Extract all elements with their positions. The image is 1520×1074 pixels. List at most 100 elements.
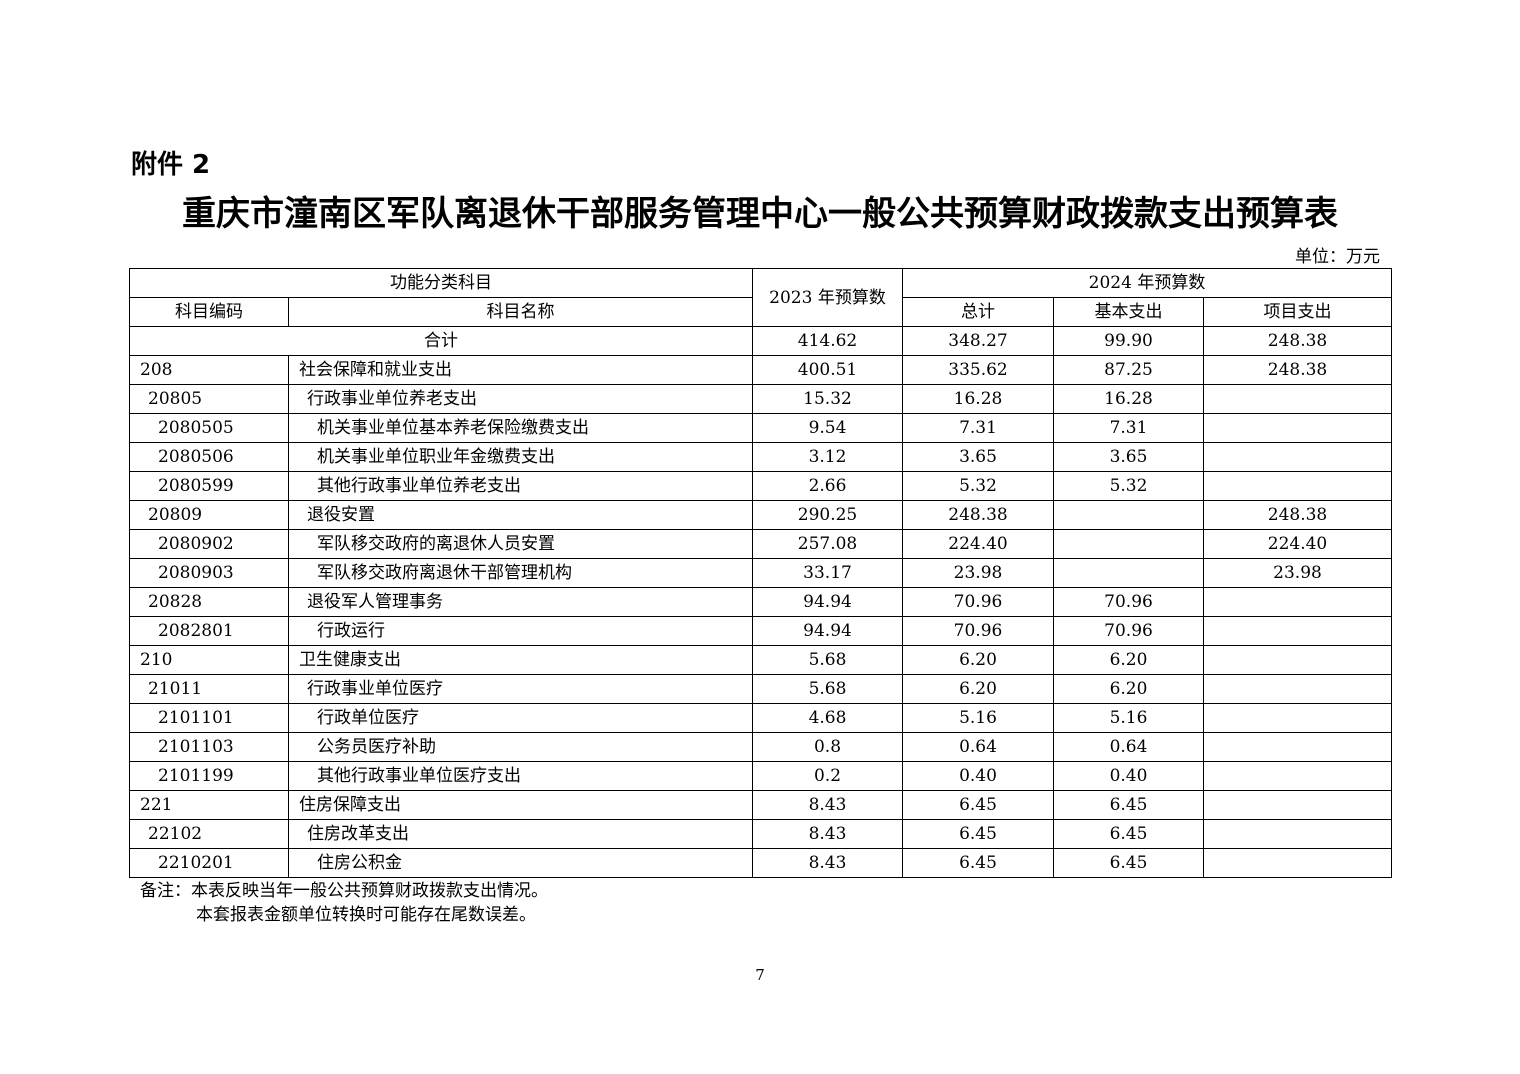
cell-project xyxy=(1202,790,1393,820)
header-row-2: 科目编码 科目名称 总计 基本支出 项目支出 xyxy=(129,297,1393,327)
cell-total: 224.40 xyxy=(902,529,1054,559)
header-2023: 2023 年预算数 xyxy=(752,268,903,327)
cell-code: 2080505 xyxy=(129,413,289,443)
cell-total: 5.32 xyxy=(902,471,1054,501)
header-category: 功能分类科目 xyxy=(129,268,753,298)
table-row: 22102 住房改革支出 8.43 6.45 6.45 xyxy=(129,819,1393,849)
cell-name: 行政事业单位养老支出 xyxy=(288,384,753,414)
cell-project: 224.40 xyxy=(1202,529,1393,559)
cell-basic: 0.40 xyxy=(1053,761,1204,791)
cell-2023: 0.2 xyxy=(752,761,903,791)
cell-code: 2101103 xyxy=(129,732,289,762)
cell-code: 2080506 xyxy=(129,442,289,472)
cell-name: 退役军人管理事务 xyxy=(288,587,753,617)
cell-2023: 8.43 xyxy=(752,790,903,820)
cell-2023: 290.25 xyxy=(752,500,903,530)
cell-name: 机关事业单位基本养老保险缴费支出 xyxy=(288,413,753,443)
cell-code: 20828 xyxy=(129,587,289,617)
cell-basic: 16.28 xyxy=(1053,384,1204,414)
cell-basic: 70.96 xyxy=(1053,616,1204,646)
page-number: 7 xyxy=(755,966,765,984)
table-row: 221 住房保障支出 8.43 6.45 6.45 xyxy=(129,790,1393,820)
table-row: 208 社会保障和就业支出 400.51 335.62 87.25 248.38 xyxy=(129,355,1393,385)
document-title: 重庆市潼南区军队离退休干部服务管理中心一般公共预算财政拨款支出预算表 xyxy=(182,194,1338,234)
table-row: 20828 退役军人管理事务 94.94 70.96 70.96 xyxy=(129,587,1393,617)
cell-code: 2210201 xyxy=(129,848,289,878)
cell-basic: 5.32 xyxy=(1053,471,1204,501)
cell-total: 248.38 xyxy=(902,500,1054,530)
cell-2023: 5.68 xyxy=(752,645,903,675)
cell-basic xyxy=(1053,558,1204,588)
cell-code: 2101101 xyxy=(129,703,289,733)
cell-project xyxy=(1202,819,1393,849)
table-row: 2101199 其他行政事业单位医疗支出 0.2 0.40 0.40 xyxy=(129,761,1393,791)
header-total: 总计 xyxy=(902,297,1054,327)
cell-2023: 15.32 xyxy=(752,384,903,414)
cell-2023: 94.94 xyxy=(752,587,903,617)
cell-name: 住房改革支出 xyxy=(288,819,753,849)
cell-basic xyxy=(1053,500,1204,530)
cell-total: 6.45 xyxy=(902,790,1054,820)
cell-project xyxy=(1202,703,1393,733)
cell-project xyxy=(1202,587,1393,617)
header-code: 科目编码 xyxy=(129,297,289,327)
table-row: 20809 退役安置 290.25 248.38 248.38 xyxy=(129,500,1393,530)
cell-project xyxy=(1202,442,1393,472)
cell-2023: 4.68 xyxy=(752,703,903,733)
cell-project xyxy=(1202,848,1393,878)
notes: 备注：本表反映当年一般公共预算财政拨款支出情况。 本套报表金额单位转换时可能存在… xyxy=(140,879,548,927)
cell-project: 248.38 xyxy=(1202,500,1393,530)
cell-code: 2080599 xyxy=(129,471,289,501)
cell-code: 208 xyxy=(129,355,289,385)
cell-2023: 3.12 xyxy=(752,442,903,472)
attachment-label: 附件 2 xyxy=(131,150,211,180)
cell-2023: 400.51 xyxy=(752,355,903,385)
cell-basic: 0.64 xyxy=(1053,732,1204,762)
cell-project xyxy=(1202,674,1393,704)
cell-basic: 3.65 xyxy=(1053,442,1204,472)
cell-total: 3.65 xyxy=(902,442,1054,472)
cell-basic: 87.25 xyxy=(1053,355,1204,385)
cell-2023: 8.43 xyxy=(752,848,903,878)
table-row: 2080903 军队移交政府离退休干部管理机构 33.17 23.98 23.98 xyxy=(129,558,1393,588)
cell-project xyxy=(1202,413,1393,443)
cell-project xyxy=(1202,471,1393,501)
cell-project xyxy=(1202,761,1393,791)
cell-total: 7.31 xyxy=(902,413,1054,443)
cell-total: 5.16 xyxy=(902,703,1054,733)
cell-name: 退役安置 xyxy=(288,500,753,530)
cell-project: 23.98 xyxy=(1202,558,1393,588)
cell-total: 335.62 xyxy=(902,355,1054,385)
cell-code: 22102 xyxy=(129,819,289,849)
header-2024: 2024 年预算数 xyxy=(901,268,1393,298)
table-row: 2082801 行政运行 94.94 70.96 70.96 xyxy=(129,616,1393,646)
cell-total: 6.20 xyxy=(902,674,1054,704)
cell-name: 行政事业单位医疗 xyxy=(288,674,753,704)
note-2: 本套报表金额单位转换时可能存在尾数误差。 xyxy=(196,905,536,925)
cell-name: 行政单位医疗 xyxy=(288,703,753,733)
cell-2023: 257.08 xyxy=(752,529,903,559)
cell-total: 0.64 xyxy=(902,732,1054,762)
cell-code: 2101199 xyxy=(129,761,289,791)
table-row: 2101103 公务员医疗补助 0.8 0.64 0.64 xyxy=(129,732,1393,762)
budget-table: 功能分类科目 2023 年预算数 2024 年预算数 科目编码 科目名称 总计 … xyxy=(129,268,1393,878)
cell-total: 70.96 xyxy=(902,587,1054,617)
cell-2023: 9.54 xyxy=(752,413,903,443)
cell-code: 2082801 xyxy=(129,616,289,646)
table-row: 210 卫生健康支出 5.68 6.20 6.20 xyxy=(129,645,1393,675)
cell-name: 其他行政事业单位医疗支出 xyxy=(288,761,753,791)
sum-row: 合计 414.62 348.27 99.90 248.38 xyxy=(129,326,1393,356)
sum-total: 348.27 xyxy=(902,326,1054,356)
cell-name: 军队移交政府的离退休人员安置 xyxy=(288,529,753,559)
header-basic: 基本支出 xyxy=(1053,297,1204,327)
cell-code: 2080903 xyxy=(129,558,289,588)
table-row: 2080505 机关事业单位基本养老保险缴费支出 9.54 7.31 7.31 xyxy=(129,413,1393,443)
cell-name: 军队移交政府离退休干部管理机构 xyxy=(288,558,753,588)
cell-code: 221 xyxy=(129,790,289,820)
cell-name: 住房保障支出 xyxy=(288,790,753,820)
unit-label: 单位：万元 xyxy=(1295,247,1380,267)
sum-basic: 99.90 xyxy=(1053,326,1204,356)
cell-basic: 7.31 xyxy=(1053,413,1204,443)
cell-name: 卫生健康支出 xyxy=(288,645,753,675)
cell-project xyxy=(1202,732,1393,762)
